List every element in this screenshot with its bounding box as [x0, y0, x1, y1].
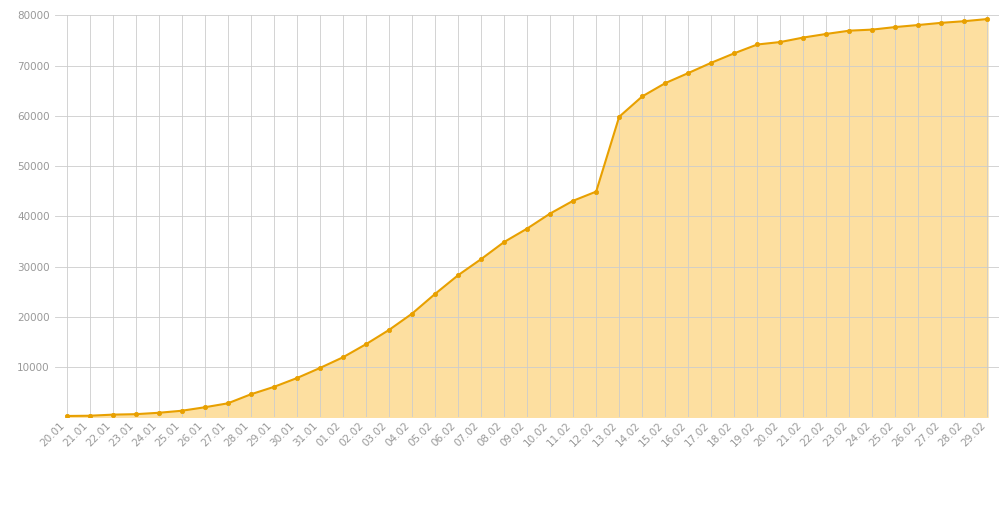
Point [817, 30, 833, 38]
Point [220, 399, 236, 407]
Point [519, 224, 535, 233]
Point [933, 19, 949, 27]
Point [58, 412, 74, 420]
Point [657, 79, 673, 87]
Point [380, 326, 396, 334]
Point [910, 21, 926, 29]
Point [174, 407, 190, 415]
Point [403, 309, 419, 318]
Point [495, 238, 512, 246]
Point [702, 59, 718, 67]
Point [725, 49, 741, 58]
Point [266, 383, 282, 391]
Point [748, 40, 764, 48]
Point [243, 390, 259, 399]
Point [150, 409, 166, 417]
Point [104, 411, 120, 419]
Point [358, 340, 374, 348]
Point [472, 255, 488, 263]
Point [197, 403, 213, 411]
Point [588, 187, 604, 195]
Point [864, 25, 880, 34]
Point [565, 196, 581, 205]
Point [887, 23, 903, 31]
Point [335, 353, 351, 361]
Point [979, 15, 995, 23]
Point [542, 210, 558, 218]
Point [289, 374, 305, 382]
Point [679, 69, 695, 77]
Point [634, 92, 650, 100]
Point [841, 26, 857, 35]
Point [771, 38, 787, 46]
Point [127, 410, 143, 418]
Point [426, 290, 442, 298]
Point [611, 112, 627, 121]
Point [81, 412, 97, 420]
Point [449, 271, 465, 279]
Point [794, 34, 810, 42]
Point [312, 364, 328, 372]
Point [956, 17, 972, 25]
